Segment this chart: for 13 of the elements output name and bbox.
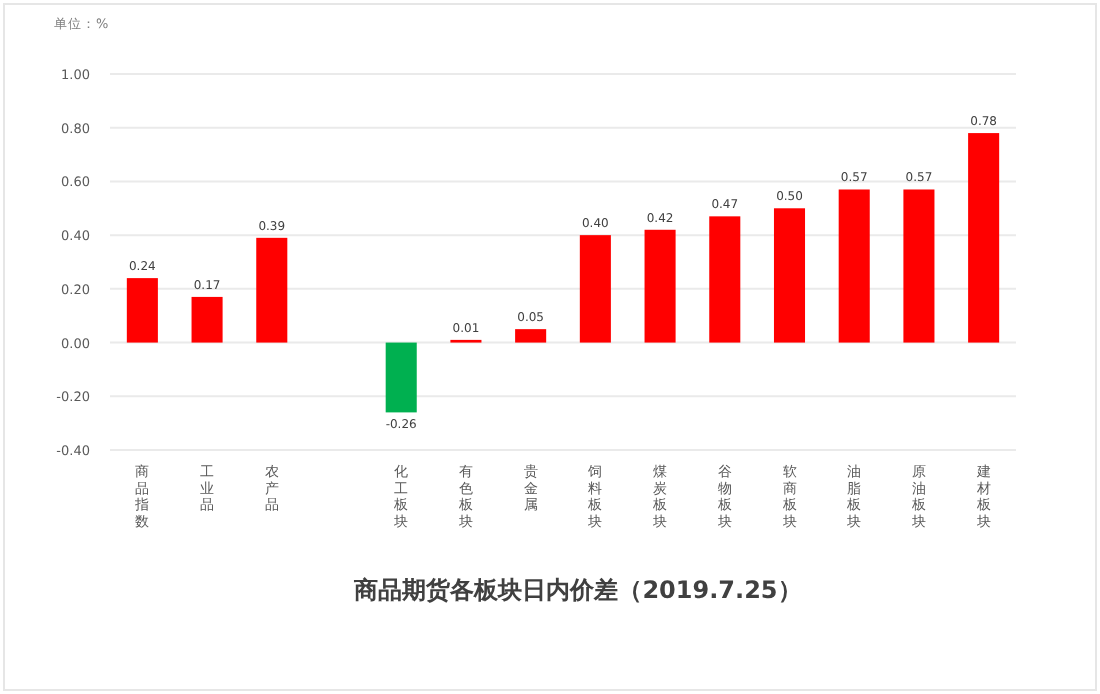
bar — [968, 133, 1000, 343]
text: 商品期货各板块日内价差（2019.7.25） — [352, 576, 802, 604]
bar — [709, 216, 741, 343]
bar — [644, 229, 676, 343]
bar — [579, 235, 611, 343]
bar — [256, 237, 288, 343]
bar — [385, 342, 417, 413]
bar — [515, 329, 547, 343]
bar — [903, 189, 935, 343]
bar — [773, 208, 806, 343]
bar — [838, 189, 870, 343]
bar — [191, 296, 223, 343]
bar — [126, 278, 158, 343]
